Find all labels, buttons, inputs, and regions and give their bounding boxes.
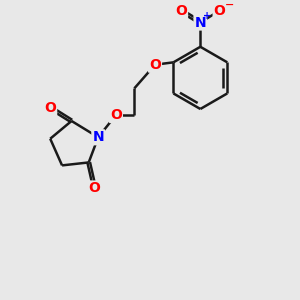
Text: O: O [110, 108, 122, 122]
Text: N: N [194, 16, 206, 29]
Text: O: O [44, 100, 56, 115]
Text: −: − [225, 0, 235, 10]
Text: N: N [92, 130, 104, 144]
Text: O: O [214, 4, 226, 18]
Text: O: O [149, 58, 161, 72]
Text: +: + [203, 11, 211, 21]
Text: O: O [175, 4, 187, 18]
Text: O: O [89, 182, 100, 196]
